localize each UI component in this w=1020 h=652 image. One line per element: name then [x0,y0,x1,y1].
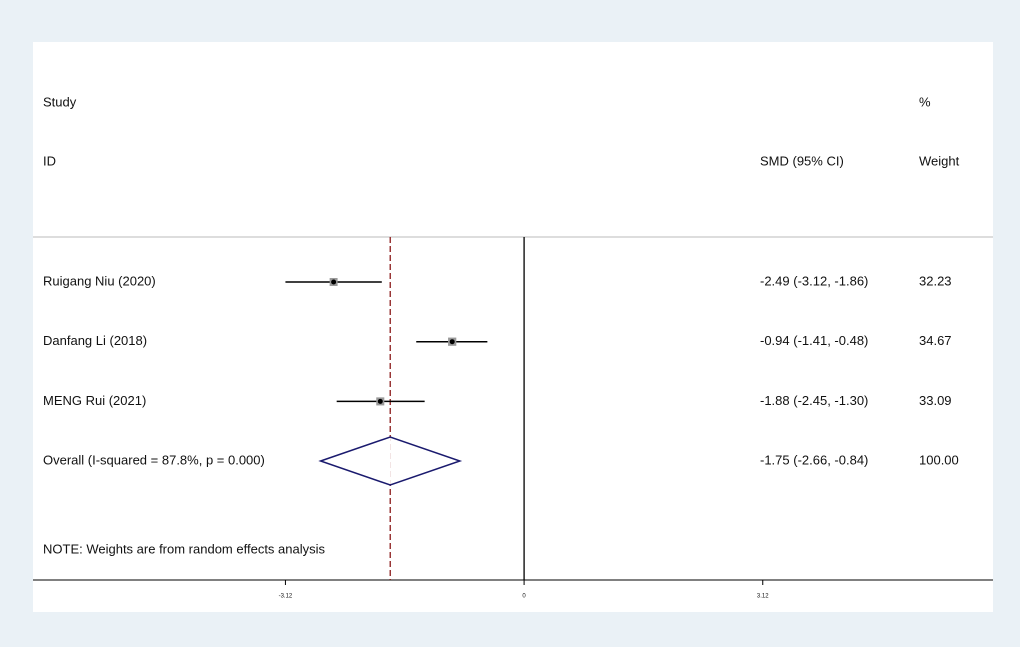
header: ID [43,153,56,168]
diamond [318,436,463,486]
weight-label: 100.00 [919,452,959,467]
x-tick-label: -3.12 [279,594,293,600]
study-label: MENG Rui (2021) [43,393,146,408]
diamond-right [390,437,460,485]
study-label: Danfang Li (2018) [43,333,147,348]
weight-label: 32.23 [919,273,952,288]
point [331,279,337,285]
header: Study [43,94,77,109]
effect-label: -1.75 (-2.66, -0.84) [760,452,868,467]
x-tick-label: 0 [522,594,526,600]
point [377,398,383,404]
x-tick-label: 3.12 [757,594,769,600]
weight-label: 33.09 [919,393,952,408]
header: % [919,94,931,109]
point [449,339,455,345]
plot-area [33,42,993,612]
header: SMD (95% CI) [760,153,844,168]
weight-label: 34.67 [919,333,952,348]
overall-label: Overall (I-squared = 87.8%, p = 0.000) [43,452,265,467]
diamond-left [320,437,391,485]
effect-label: -1.88 (-2.45, -1.30) [760,393,868,408]
effect-label: -0.94 (-1.41, -0.48) [760,333,868,348]
study-label: Ruigang Niu (2020) [43,273,156,288]
effect-label: -2.49 (-3.12, -1.86) [760,273,868,288]
header: Weight [919,153,960,168]
note: NOTE: Weights are from random effects an… [43,541,326,556]
